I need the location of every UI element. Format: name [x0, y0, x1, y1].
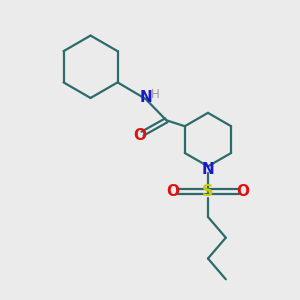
Text: O: O: [167, 184, 180, 199]
Text: O: O: [134, 128, 147, 142]
Text: S: S: [202, 184, 214, 199]
Text: N: N: [202, 162, 214, 177]
Text: H: H: [151, 88, 159, 101]
Text: N: N: [139, 90, 152, 105]
Text: O: O: [236, 184, 249, 199]
